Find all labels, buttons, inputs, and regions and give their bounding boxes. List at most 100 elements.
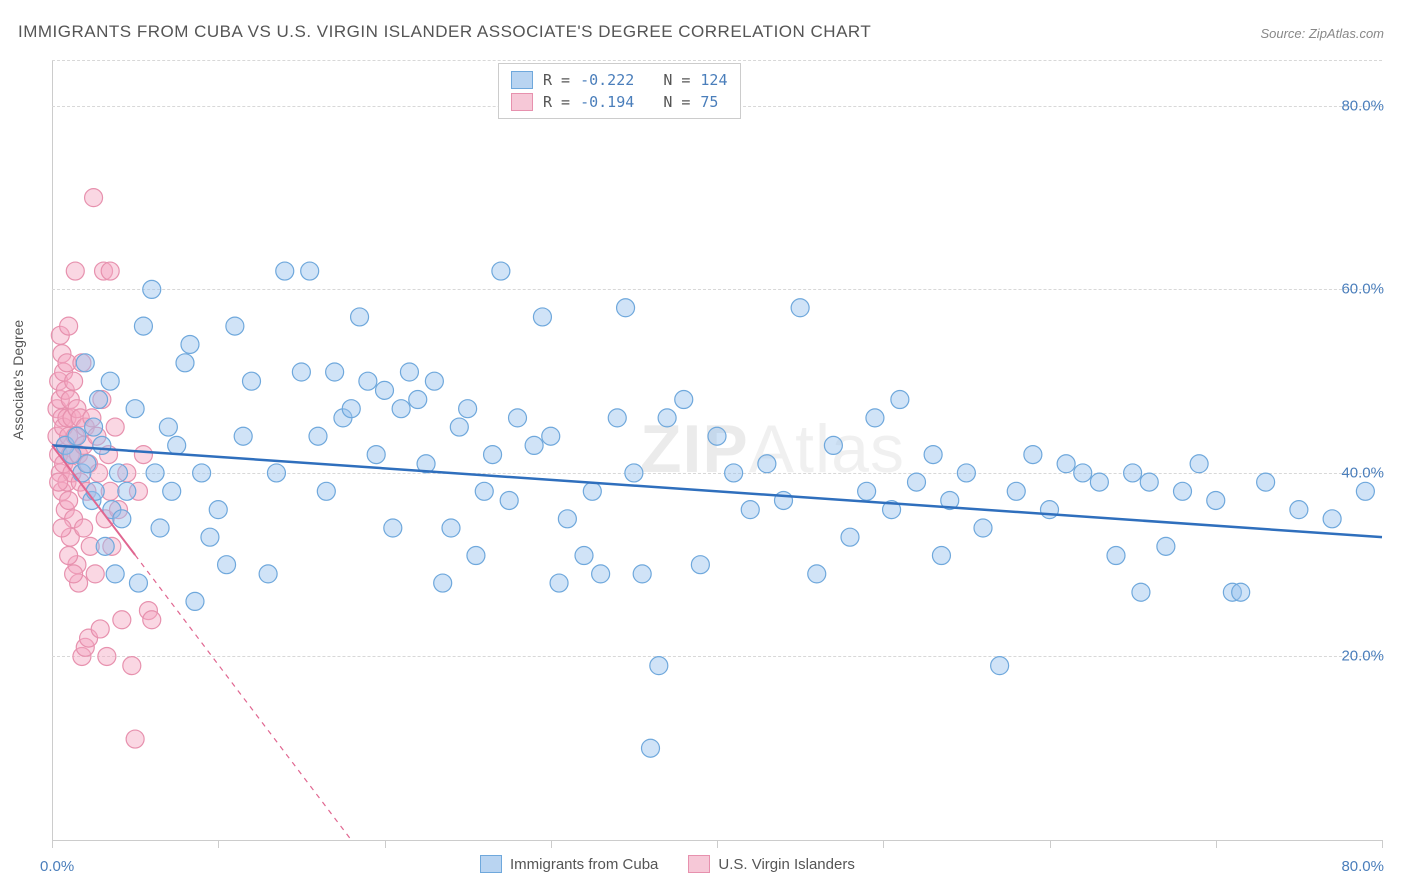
legend-item-cuba: Immigrants from Cuba (480, 855, 658, 873)
scatter-point-usvi (65, 372, 83, 390)
scatter-point-cuba (808, 565, 826, 583)
swatch-cuba (511, 71, 533, 89)
scatter-point-cuba (226, 317, 244, 335)
scatter-point-cuba (118, 482, 136, 500)
scatter-point-usvi (101, 262, 119, 280)
scatter-point-cuba (434, 574, 452, 592)
scatter-point-cuba (550, 574, 568, 592)
scatter-point-cuba (134, 317, 152, 335)
r-label: R = (543, 71, 570, 89)
scatter-point-cuba (459, 400, 477, 418)
scatter-point-cuba (891, 391, 909, 409)
scatter-point-cuba (367, 446, 385, 464)
scatter-point-usvi (60, 317, 78, 335)
scatter-point-usvi (66, 262, 84, 280)
x-tick (883, 840, 884, 848)
scatter-point-cuba (376, 381, 394, 399)
x-tick (218, 840, 219, 848)
scatter-point-usvi (134, 446, 152, 464)
scatter-point-cuba (384, 519, 402, 537)
scatter-point-usvi (98, 647, 116, 665)
scatter-point-cuba (209, 501, 227, 519)
scatter-point-cuba (542, 427, 560, 445)
stats-row-cuba: R = -0.222 N = 124 (511, 69, 728, 91)
scatter-point-cuba (68, 427, 86, 445)
scatter-point-cuba (317, 482, 335, 500)
scatter-point-cuba (741, 501, 759, 519)
scatter-point-cuba (1356, 482, 1374, 500)
scatter-point-cuba (259, 565, 277, 583)
scatter-point-cuba (525, 436, 543, 454)
scatter-point-cuba (633, 565, 651, 583)
scatter-point-cuba (159, 418, 177, 436)
scatter-point-cuba (1174, 482, 1192, 500)
scatter-point-cuba (575, 547, 593, 565)
scatter-point-cuba (176, 354, 194, 372)
legend-item-usvi: U.S. Virgin Islanders (688, 855, 854, 873)
scatter-point-cuba (758, 455, 776, 473)
scatter-point-cuba (359, 372, 377, 390)
scatter-point-usvi (86, 565, 104, 583)
scatter-point-usvi (53, 519, 71, 537)
scatter-point-cuba (113, 510, 131, 528)
scatter-point-cuba (309, 427, 327, 445)
scatter-point-cuba (1290, 501, 1308, 519)
scatter-point-cuba (96, 537, 114, 555)
scatter-point-cuba (186, 592, 204, 610)
r-value-usvi: -0.194 (580, 93, 634, 111)
scatter-point-cuba (168, 436, 186, 454)
scatter-point-cuba (675, 391, 693, 409)
legend-label-cuba: Immigrants from Cuba (510, 856, 658, 873)
scatter-point-cuba (163, 482, 181, 500)
scatter-point-usvi (123, 657, 141, 675)
scatter-point-cuba (841, 528, 859, 546)
x-axis-max-label: 80.0% (1341, 858, 1384, 875)
scatter-point-cuba (126, 400, 144, 418)
scatter-point-cuba (342, 400, 360, 418)
scatter-point-cuba (500, 491, 518, 509)
scatter-point-cuba (1207, 491, 1225, 509)
y-axis-label: Associate's Degree (10, 320, 26, 440)
scatter-point-cuba (78, 455, 96, 473)
scatter-point-cuba (858, 482, 876, 500)
scatter-plot-svg (52, 60, 1382, 840)
scatter-point-cuba (193, 464, 211, 482)
scatter-point-cuba (484, 446, 502, 464)
x-tick (52, 840, 53, 848)
scatter-point-cuba (957, 464, 975, 482)
scatter-point-cuba (1140, 473, 1158, 491)
scatter-point-cuba (1057, 455, 1075, 473)
scatter-point-cuba (625, 464, 643, 482)
x-tick (1216, 840, 1217, 848)
scatter-point-cuba (409, 391, 427, 409)
scatter-point-cuba (1190, 455, 1208, 473)
scatter-point-usvi (91, 620, 109, 638)
legend-swatch-usvi (688, 855, 710, 873)
scatter-point-cuba (243, 372, 261, 390)
scatter-point-cuba (991, 657, 1009, 675)
scatter-point-cuba (85, 418, 103, 436)
n-label: N = (663, 71, 690, 89)
scatter-point-cuba (1107, 547, 1125, 565)
scatter-point-usvi (85, 189, 103, 207)
x-tick (717, 840, 718, 848)
scatter-point-cuba (76, 354, 94, 372)
scatter-point-usvi (126, 730, 144, 748)
scatter-point-cuba (442, 519, 460, 537)
scatter-point-cuba (1257, 473, 1275, 491)
scatter-point-cuba (642, 739, 660, 757)
scatter-point-cuba (974, 519, 992, 537)
scatter-point-cuba (467, 547, 485, 565)
scatter-point-cuba (475, 482, 493, 500)
trend-line-dashed-usvi (135, 555, 351, 840)
series-legend: Immigrants from Cuba U.S. Virgin Islande… (480, 855, 855, 873)
scatter-point-cuba (151, 519, 169, 537)
scatter-point-cuba (932, 547, 950, 565)
n-value-cuba: 124 (700, 71, 727, 89)
x-axis-origin-label: 0.0% (40, 858, 74, 875)
scatter-point-cuba (110, 464, 128, 482)
scatter-point-cuba (93, 436, 111, 454)
scatter-point-cuba (90, 391, 108, 409)
swatch-usvi (511, 93, 533, 111)
scatter-point-cuba (592, 565, 610, 583)
